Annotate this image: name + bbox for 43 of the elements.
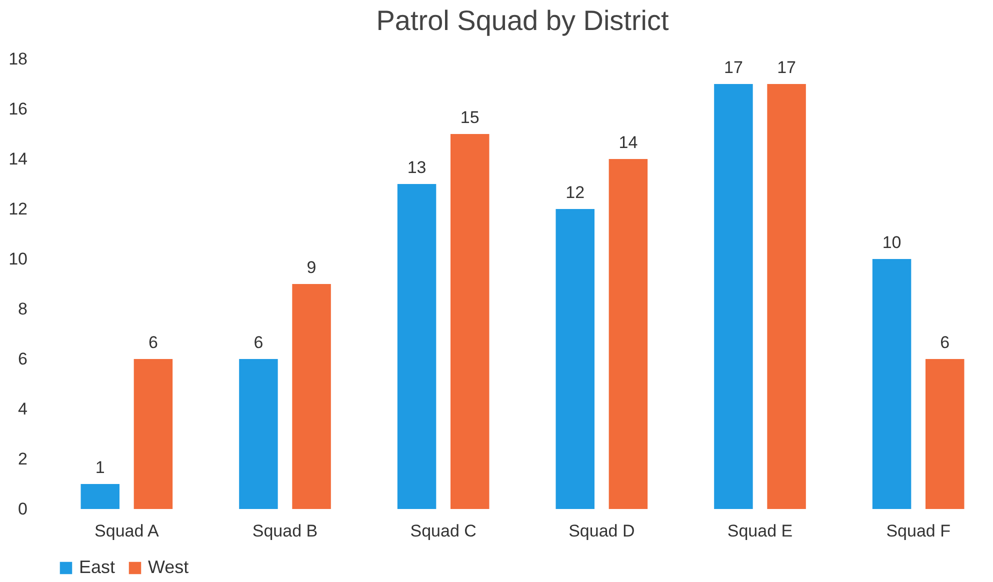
bar xyxy=(239,359,278,509)
bar xyxy=(872,259,912,509)
bar xyxy=(80,484,120,509)
y-tick-label: 12 xyxy=(8,200,28,218)
bar xyxy=(292,284,331,509)
bar xyxy=(450,134,490,509)
bar xyxy=(134,359,173,509)
bar xyxy=(767,84,806,509)
data-label: 6 xyxy=(148,333,158,352)
data-label: 15 xyxy=(460,108,480,127)
data-label: 12 xyxy=(566,183,585,202)
y-tick-label: 8 xyxy=(18,300,28,318)
data-label: 17 xyxy=(777,58,796,77)
bar xyxy=(397,184,436,509)
data-label: 6 xyxy=(254,333,264,352)
bar xyxy=(556,209,594,509)
bar xyxy=(926,359,964,509)
legend-label: East xyxy=(79,557,116,577)
x-tick-label: Squad C xyxy=(410,522,476,540)
y-tick-label: 14 xyxy=(8,150,28,168)
bar xyxy=(608,159,648,509)
bar xyxy=(714,84,753,509)
y-tick-label: 4 xyxy=(18,400,28,418)
chart-title: Patrol Squad by District xyxy=(376,5,669,36)
data-label: 10 xyxy=(882,233,902,252)
y-tick-label: 16 xyxy=(8,100,28,118)
y-tick-label: 2 xyxy=(18,450,28,468)
data-label: 17 xyxy=(724,58,743,77)
x-tick-label: Squad B xyxy=(252,522,318,540)
x-tick-label: Squad F xyxy=(886,522,950,540)
y-tick-label: 10 xyxy=(8,250,28,268)
legend-label: West xyxy=(148,557,189,577)
data-label: 6 xyxy=(940,333,950,352)
x-tick-label: Squad D xyxy=(568,522,635,540)
y-tick-label: 6 xyxy=(18,350,28,368)
x-tick-label: Squad E xyxy=(727,522,793,540)
x-tick-label: Squad A xyxy=(94,522,160,540)
y-tick-label: 0 xyxy=(18,500,28,518)
y-tick-label: 18 xyxy=(8,50,28,68)
data-label: 13 xyxy=(407,158,426,177)
data-label: 9 xyxy=(306,258,316,277)
data-label: 1 xyxy=(95,458,105,477)
data-label: 14 xyxy=(618,133,638,152)
